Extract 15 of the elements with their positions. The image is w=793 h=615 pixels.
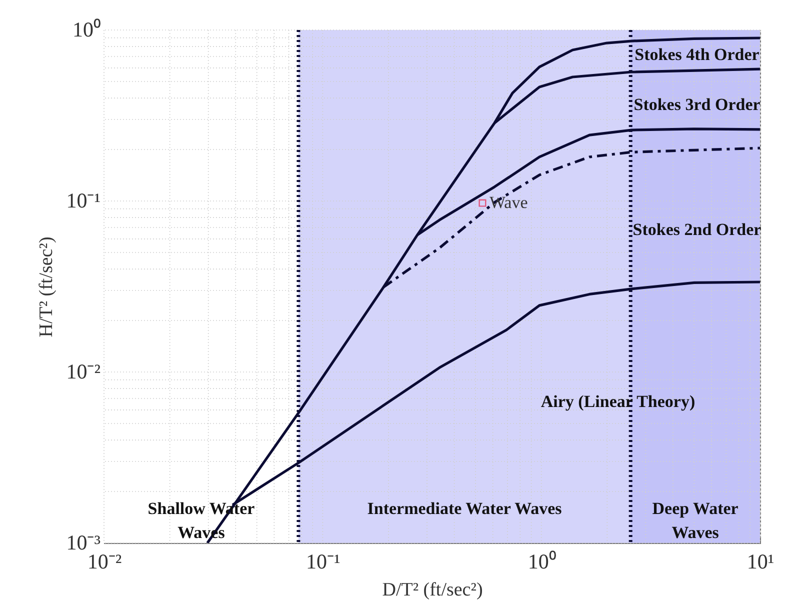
y-axis-title: H/T² (ft/sec²) — [36, 236, 58, 338]
y-tick-label: 10⁻² — [66, 360, 100, 384]
y-tick-label: 10⁻¹ — [66, 188, 100, 212]
annotation: Stokes 2nd Order — [632, 220, 762, 239]
annotation: Stokes 3rd Order — [634, 95, 761, 114]
band-label: Intermediate Water Waves — [367, 499, 562, 518]
x-tick-label: 10¹ — [746, 550, 774, 574]
x-tick-label: 10⁰ — [528, 550, 556, 574]
series-label: Wave — [489, 193, 528, 212]
band-label: Deep Water Waves — [652, 499, 739, 542]
annotation: Stokes 4th Order — [634, 45, 760, 64]
annotation: Airy (Linear Theory) — [540, 392, 696, 411]
y-tick-label: 10⁰ — [72, 18, 100, 42]
x-tick-label: 10⁻¹ — [306, 550, 340, 574]
x-axis-title: D/T² (ft/sec²) — [382, 580, 483, 600]
